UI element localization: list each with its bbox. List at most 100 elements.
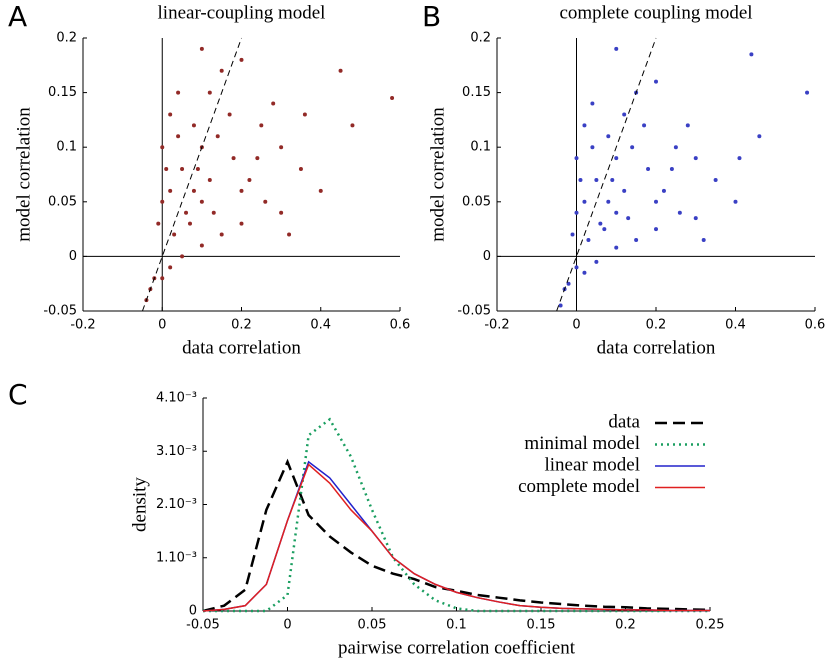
y-tick-label: 4.10⁻³ (156, 391, 197, 406)
y-tick-label: 0.05 (462, 194, 491, 209)
point (160, 199, 165, 204)
point (195, 167, 200, 172)
point (184, 210, 189, 215)
x-axis-label: data correlation (182, 337, 301, 358)
x-tick-label: 0.4 (725, 318, 746, 333)
point (693, 216, 698, 221)
point (239, 221, 244, 226)
point (199, 46, 204, 51)
point (279, 210, 284, 215)
point (187, 221, 192, 226)
x-tick-label: -0.05 (186, 618, 220, 633)
point (614, 46, 619, 51)
y-tick-label: 0 (189, 604, 197, 619)
y-tick-label: 0.1 (470, 140, 491, 155)
point (168, 188, 173, 193)
point (239, 188, 244, 193)
y-axis-label: model correlation (13, 107, 34, 242)
x-tick-label: 0.6 (805, 318, 826, 333)
point (713, 177, 718, 182)
point (626, 216, 631, 221)
point (231, 156, 236, 161)
x-tick-label: -0.2 (484, 318, 509, 333)
point (634, 238, 639, 243)
point (805, 90, 810, 95)
y-tick-label: 1.10⁻³ (156, 550, 197, 565)
point (578, 177, 583, 182)
point (757, 134, 762, 139)
point (207, 177, 212, 182)
y-tick-label: -0.05 (457, 304, 491, 319)
x-tick-label: 0.1 (446, 618, 467, 633)
point (606, 134, 611, 139)
point (156, 221, 161, 226)
point (574, 156, 579, 161)
y-axis-label: model correlation (427, 107, 448, 242)
x-axis-label: data correlation (597, 337, 716, 358)
point (558, 303, 563, 308)
point (586, 238, 591, 243)
point (669, 167, 674, 172)
point (610, 177, 615, 182)
x-tick-label: 0.2 (646, 318, 667, 333)
point (677, 210, 682, 215)
point (390, 96, 395, 101)
point (302, 112, 307, 117)
y-tick-label: 0.15 (462, 85, 491, 100)
point (160, 145, 165, 150)
point (191, 123, 196, 128)
point (590, 101, 595, 106)
point (350, 123, 355, 128)
point (566, 281, 571, 286)
point (164, 167, 169, 172)
point (219, 68, 224, 73)
point (582, 270, 587, 275)
point (594, 177, 599, 182)
panel-label: A (8, 0, 27, 33)
point (582, 123, 587, 128)
series-line (202, 463, 710, 612)
point (160, 276, 165, 281)
x-tick-label: -0.2 (70, 318, 95, 333)
point (749, 52, 754, 57)
panel-label: C (8, 378, 28, 411)
y-tick-label: -0.05 (43, 304, 77, 319)
chart-title: linear-coupling model (158, 2, 326, 23)
point (211, 210, 216, 215)
point (259, 123, 264, 128)
legend-label: data (608, 411, 640, 432)
point (227, 112, 232, 117)
legend-label: complete model (518, 476, 640, 497)
point (172, 232, 177, 237)
point (673, 145, 678, 150)
x-axis-label: pairwise correlation coefficient (338, 637, 576, 658)
point (622, 188, 627, 193)
point (654, 199, 658, 204)
point (574, 210, 579, 215)
point (693, 156, 698, 161)
point (176, 90, 181, 95)
point (176, 134, 181, 139)
x-tick-label: 0 (572, 318, 580, 333)
point (180, 254, 185, 259)
point (279, 145, 284, 150)
point (199, 243, 204, 248)
point (338, 68, 343, 73)
panel-label: B (422, 0, 441, 33)
y-tick-label: 0.15 (48, 85, 77, 100)
legend-label: minimal model (524, 433, 640, 454)
point (602, 227, 607, 232)
point (622, 112, 627, 117)
point (590, 145, 595, 150)
legend-label: linear model (545, 454, 641, 475)
point (582, 199, 587, 204)
point (168, 265, 173, 270)
point (630, 145, 635, 150)
point (255, 156, 260, 161)
x-tick-label: 0.4 (310, 318, 331, 333)
x-tick-label: 0.25 (696, 618, 725, 633)
y-tick-label: 2.10⁻³ (156, 497, 197, 512)
point (318, 188, 323, 193)
y-tick-label: 0.2 (470, 31, 491, 46)
